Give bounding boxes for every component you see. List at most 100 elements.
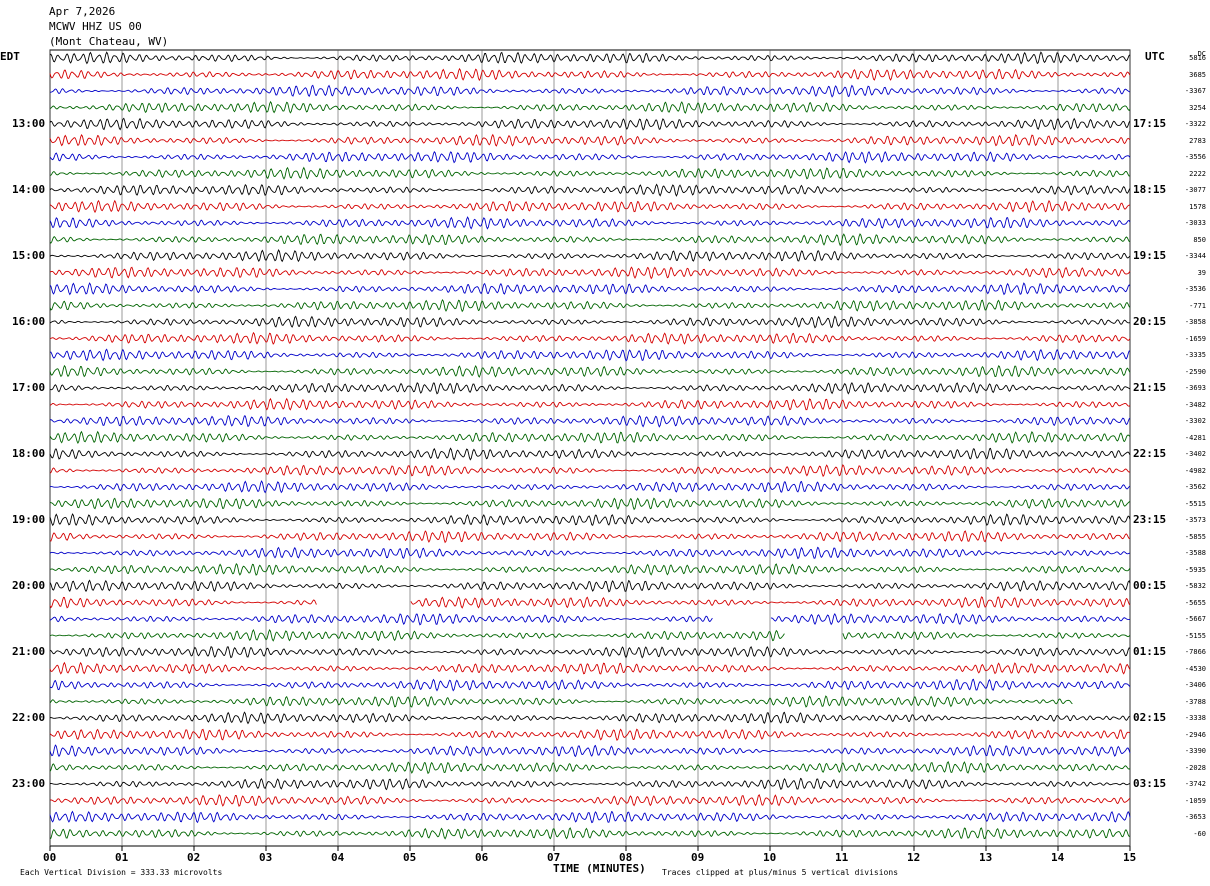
seismic-trace [49,381,1131,395]
dc-offset-label: -5667 [1184,615,1206,623]
right-hour-label: 18:15 [1133,183,1167,196]
dc-offset-label: -3742 [1184,780,1206,788]
seismic-trace [49,827,1131,840]
x-tick-label: 00 [43,851,57,864]
dc-offset-label: -3573 [1184,516,1206,524]
x-tick-label: 02 [187,851,201,864]
seismic-trace [49,430,1131,444]
left-hour-label: 20:00 [12,579,46,592]
dc-offset-label: -3788 [1184,697,1206,706]
seismic-trace [49,150,1131,164]
dc-offset-label: -5855 [1184,532,1206,541]
seismic-trace [49,233,1131,247]
dc-offset-label: -3335 [1184,351,1206,359]
seismic-trace [49,480,1131,494]
dc-offset-label: 3685 [1189,70,1206,79]
seismic-trace [49,744,1131,758]
left-hour-label: 19:00 [12,513,46,526]
x-axis-title: TIME (MINUTES) [553,862,646,875]
plot-frame [49,49,1131,847]
right-hour-label: 03:15 [1133,777,1167,790]
dc-offset-label: -3077 [1184,186,1206,194]
seismic-trace [49,51,1131,65]
dc-offset-label: -3653 [1184,813,1206,821]
dc-offset-label: -771 [1189,301,1206,310]
seismic-trace [49,546,1131,560]
x-tick-label: 03 [259,851,273,864]
dc-offset-label: -3402 [1184,450,1206,458]
x-tick-label: 05 [403,851,417,864]
x-tick-label: 06 [475,851,489,864]
seismic-trace [49,397,1131,411]
x-tick-label: 14 [1051,851,1065,864]
dc-offset-label: -3562 [1184,483,1206,491]
dc-offset-label: -5515 [1184,499,1206,508]
dc-offset-label: -5155 [1184,631,1206,640]
dc-offset-label: 39 [1197,268,1206,277]
dc-offset-label: 3254 [1189,103,1206,112]
seismic-trace [49,298,1131,313]
dc-offset-label: -3367 [1184,87,1206,95]
seismic-trace [49,266,1131,280]
seismic-trace [49,199,1131,214]
seismic-trace [49,530,1131,544]
right-timezone-label: UTC [1145,50,1165,63]
seismic-trace [49,628,1131,642]
dc-offset-label: -4982 [1184,466,1206,475]
seismic-trace [49,777,1131,791]
seismic-trace [49,513,1131,527]
dc-offset-label: -3536 [1184,285,1206,293]
left-timezone-label: EDT [0,50,20,63]
dc-offset-label: -5655 [1184,598,1206,607]
station-code: MCWV HHZ US 00 [49,20,142,33]
seismic-trace [49,216,1131,230]
dc-offset-label: -3858 [1184,318,1206,326]
seismic-trace [49,579,1131,593]
seismic-trace [49,810,1131,824]
seismic-trace [49,414,1131,428]
left-hour-label: 16:00 [12,315,46,328]
seismic-trace [49,793,1131,807]
right-hour-label: 23:15 [1133,513,1167,526]
right-hour-label: 00:15 [1133,579,1167,592]
seismic-trace [49,646,1131,659]
seismic-trace [49,612,1131,626]
dc-offset-label: -1059 [1184,796,1206,805]
x-tick-label: 09 [691,851,705,864]
left-hour-label: 14:00 [12,183,46,196]
left-hour-label: 18:00 [12,447,46,460]
right-hour-label: 17:15 [1133,117,1167,130]
seismic-trace [49,84,1131,98]
dc-offset-label: -5935 [1184,565,1206,574]
footer-scale-note: Each Vertical Division = 333.33 microvol… [20,868,223,877]
record-date: Apr 7,2026 [49,5,116,18]
left-hour-label: 23:00 [12,777,46,790]
x-tick-label: 07 [547,851,561,864]
seismic-trace [49,497,1131,511]
seismic-trace [49,67,1131,82]
footer-clip-note: Traces clipped at plus/minus 5 vertical … [662,868,899,877]
x-tick-label: 15 [1123,851,1137,864]
dc-offset-label: -3033 [1184,219,1206,227]
left-hour-label: 15:00 [12,249,46,262]
seismic-trace [49,596,1131,609]
dc-offset-label: -2590 [1184,367,1206,376]
seismic-trace [49,562,1131,576]
dc-offset-label: -3693 [1184,384,1206,392]
station-location: (Mont Chateau, WV) [49,35,169,48]
seismic-trace [49,117,1131,131]
seismic-trace [49,315,1131,329]
dc-offset-label: -3588 [1184,549,1206,557]
right-hour-label: 02:15 [1133,711,1167,724]
seismic-trace [49,364,1131,378]
dc-offset-label: -3322 [1184,120,1206,128]
dc-column-label: DC [1197,50,1206,58]
dc-offset-label: 2222 [1189,169,1206,178]
left-hour-label: 13:00 [12,117,46,130]
seismic-trace [49,100,1131,114]
seismic-trace [49,447,1131,461]
dc-offset-label: -4281 [1184,433,1206,442]
seismic-trace [49,183,1131,197]
dc-offset-label: -3482 [1184,400,1206,409]
